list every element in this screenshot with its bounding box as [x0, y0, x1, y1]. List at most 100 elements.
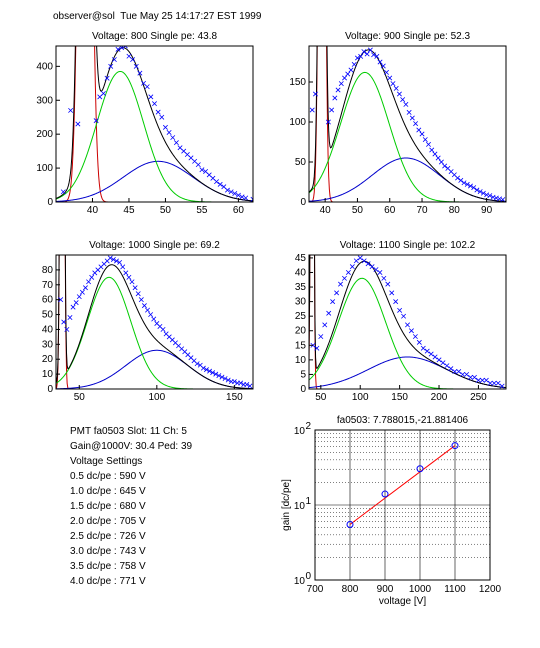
panel-voltage-1000: Voltage: 1000 Single pe: 69.2 50 100 150 0 10… — [30, 237, 255, 412]
data-point — [219, 374, 225, 380]
x-tick-label: 150 — [226, 392, 243, 403]
data-point — [250, 196, 253, 202]
single-pe-curve — [309, 71, 506, 202]
y-tick-label: 25 — [295, 311, 307, 322]
plot-area — [309, 46, 506, 202]
data-point — [67, 315, 73, 321]
data-point — [309, 107, 315, 113]
data-point — [497, 196, 503, 202]
x-tick-label: 150 — [391, 392, 408, 403]
data-point — [70, 304, 76, 310]
data-point — [341, 275, 347, 281]
data-point — [129, 279, 135, 285]
y-tick-exponent: 1 — [305, 496, 311, 507]
data-point — [377, 269, 383, 275]
data-point — [232, 191, 238, 197]
y-tick-label: 10 — [42, 369, 54, 380]
data-point — [93, 118, 99, 124]
data-point — [349, 264, 355, 270]
data-point — [435, 155, 441, 161]
histogram-1000: Voltage: 1000 Single pe: 69.2 50 100 150 0 10… — [42, 240, 254, 403]
data-point — [471, 374, 477, 380]
data-point — [342, 75, 348, 81]
data-point — [380, 63, 386, 69]
data-point — [160, 326, 166, 332]
data-point — [312, 91, 318, 97]
gain-point — [451, 442, 459, 450]
data-point — [318, 334, 324, 340]
data-point — [436, 357, 442, 363]
data-point — [214, 179, 220, 185]
data-point — [162, 124, 168, 130]
data-point — [483, 377, 489, 383]
data-point — [338, 81, 344, 87]
setting-5: 3.0 dc/pe : 743 V — [70, 546, 146, 557]
data-point — [60, 189, 66, 195]
y-tick-label: 10 — [294, 501, 306, 512]
x-tick-label: 50 — [74, 392, 86, 403]
data-point — [452, 369, 458, 375]
data-point — [387, 75, 393, 81]
data-point — [194, 361, 200, 367]
x-tick-label: 50 — [160, 205, 172, 216]
x-tick-label: 800 — [342, 584, 359, 595]
data-point — [224, 187, 230, 193]
data-point — [108, 63, 114, 69]
data-point — [107, 255, 113, 261]
gain-point — [346, 520, 354, 528]
data-point — [393, 299, 399, 305]
x-tick-label: 80 — [449, 205, 461, 216]
data-point — [426, 141, 431, 147]
x-tick-label: 50 — [352, 205, 364, 216]
data-point — [401, 313, 407, 319]
data-point — [329, 107, 335, 113]
data-point — [338, 281, 344, 287]
pedestal-curve — [56, 255, 253, 389]
y-tick-label: 100 — [36, 163, 53, 174]
data-point — [348, 67, 354, 73]
setting-1: 1.0 dc/pe : 645 V — [70, 486, 146, 497]
data-point — [480, 190, 486, 196]
data-point — [413, 121, 419, 127]
data-point — [216, 373, 222, 379]
x-tick-label: 60 — [233, 205, 245, 216]
data-point — [137, 70, 143, 76]
data-point — [440, 360, 446, 366]
panel-voltage-800: Voltage: 800 Single pe: 43.8 40 45 50 55 60 0 1… — [30, 28, 255, 225]
chart-title: fa0503: 7.788015,-21.881406 — [337, 415, 469, 426]
data-point — [464, 371, 470, 377]
second-pe-curve — [56, 349, 253, 389]
plot-area — [56, 46, 253, 202]
data-point — [322, 322, 328, 328]
data-point — [130, 57, 136, 63]
data-point — [471, 185, 477, 191]
data-point — [151, 316, 157, 322]
data-point — [238, 380, 244, 386]
single-pe-curve — [309, 277, 506, 389]
data-point — [148, 312, 154, 318]
data-point — [89, 274, 95, 280]
histogram-800: Voltage: 800 Single pe: 43.8 40 45 50 55 60 0 1… — [36, 31, 254, 216]
total-fit-curve — [309, 46, 506, 202]
data-point — [384, 69, 389, 75]
data-point — [100, 90, 106, 96]
data-point — [117, 259, 123, 265]
data-point — [228, 189, 234, 195]
data-point — [210, 370, 216, 376]
x-tick-label: 90 — [481, 205, 493, 216]
x-tick-label: 250 — [470, 392, 487, 403]
data-point — [495, 380, 501, 386]
y-tick-label: 150 — [289, 77, 306, 88]
data-point — [247, 383, 253, 389]
data-point — [442, 163, 448, 169]
data-point — [420, 345, 426, 351]
data-point — [438, 159, 444, 165]
y-tick-label: 10 — [295, 355, 307, 366]
y-tick-label: 80 — [42, 265, 54, 276]
x-tick-label: 900 — [377, 584, 394, 595]
data-point — [467, 183, 473, 189]
x-axis-label: voltage [V] — [379, 596, 426, 607]
y-tick-exponent: 2 — [305, 421, 311, 432]
setting-0: 0.5 dc/pe : 590 V — [70, 471, 146, 482]
total-fit-curve — [56, 46, 253, 202]
